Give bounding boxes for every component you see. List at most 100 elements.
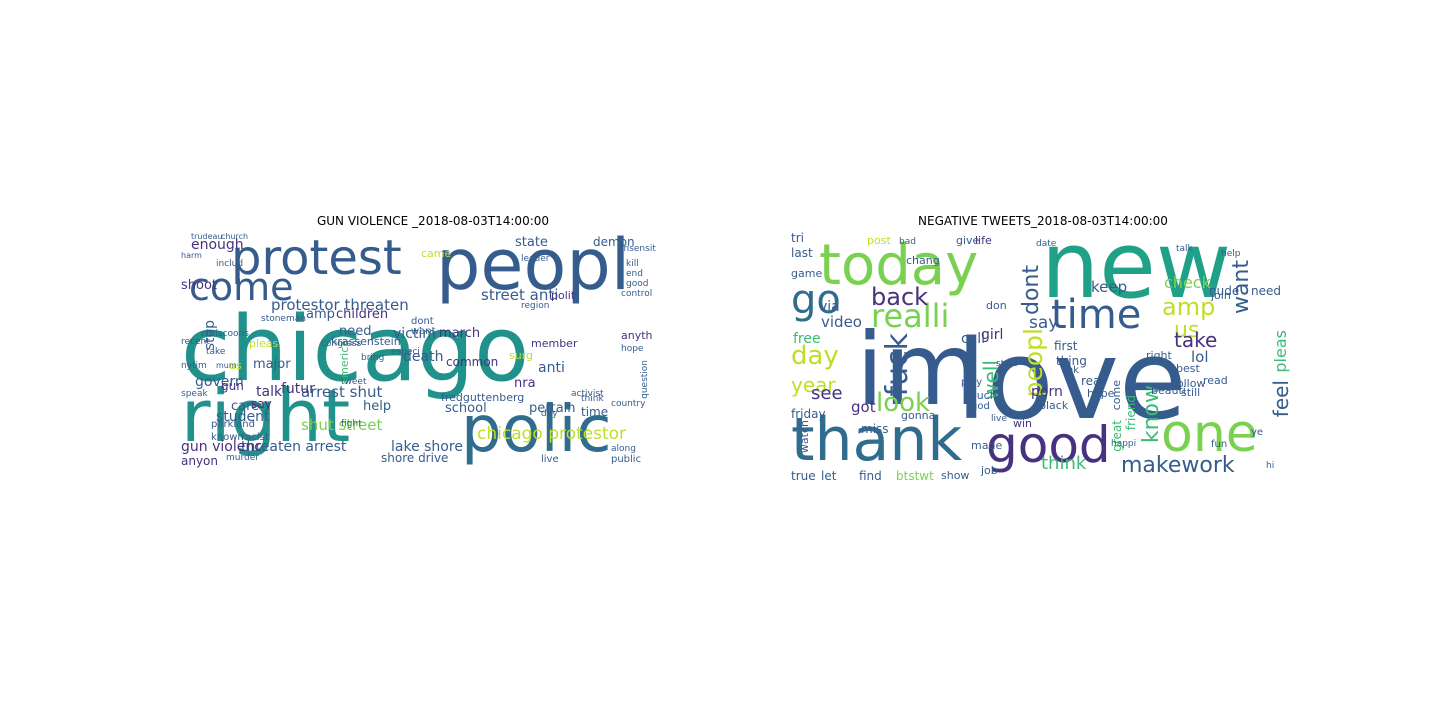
right-cloud-word: life (975, 234, 992, 247)
left-cloud-word: pleas (249, 337, 279, 350)
right-cloud-word: post (867, 234, 891, 247)
left-cloud-word: right (181, 374, 351, 458)
left-cloud-word: school (445, 401, 487, 416)
right-cloud-word: free (793, 331, 821, 347)
left-cloud-word: help (363, 399, 392, 414)
right-cloud-word: best (1176, 362, 1200, 375)
right-cloud-word: still (1181, 386, 1201, 399)
left-cloud-word: shut street (301, 416, 383, 434)
right-cloud-word: look (876, 388, 931, 418)
right-cloud-word: job (981, 464, 998, 477)
right-cloud-word: time (1051, 292, 1142, 338)
right-cloud-word: love (956, 316, 1187, 444)
left-cloud-word: enough (191, 237, 244, 253)
left-cloud-word: demon (593, 235, 635, 249)
left-cloud-word: question (640, 360, 650, 399)
left-cloud-word: dont (411, 316, 434, 327)
right-cloud-word: btstwt (896, 469, 934, 483)
right-cloud-word: ok (1067, 365, 1079, 376)
left-cloud-word: includ (216, 259, 244, 269)
left-panel-title: GUN VIOLENCE _2018-08-03T14:00:00 (316, 214, 550, 228)
left-cloud-word: good (626, 279, 649, 289)
right-cloud-word: watch (798, 420, 811, 454)
left-cloud-word: fredguttenberg (441, 391, 525, 404)
right-cloud-word: hi (1266, 461, 1275, 471)
right-cloud-word: thank (791, 405, 963, 475)
left-cloud-word: member (531, 337, 578, 350)
left-cloud-word: kill (626, 259, 639, 269)
left-cloud-word: lake shore (391, 439, 463, 455)
left-cloud-word: futur (281, 381, 315, 397)
right-cloud-word: one (1161, 404, 1258, 464)
right-cloud-word: let (821, 469, 837, 483)
left-cloud-word: victim (393, 326, 436, 342)
right-cloud-word: see (811, 383, 843, 404)
left-cloud-word: along (611, 444, 636, 454)
right-cloud-word: dont (1019, 265, 1044, 315)
left-cloud-word: think (581, 394, 604, 404)
left-cloud-word: student (216, 409, 270, 425)
left-cloud-word: region (521, 301, 550, 311)
left-cloud-word: harm (181, 251, 202, 260)
right-cloud-word: good (986, 416, 1111, 474)
left-cloud-word: us (229, 359, 242, 372)
left-cloud-word: polit (551, 289, 576, 302)
left-cloud-word: surg (509, 349, 534, 362)
right-cloud-word: give (956, 234, 980, 247)
left-cloud-word: polic (461, 393, 612, 467)
right-cloud-word: date (1036, 239, 1057, 249)
left-cloud-word: talk (256, 384, 283, 400)
right-cloud-word: god (971, 401, 990, 412)
left-cloud-word: public (611, 454, 642, 465)
left-cloud-word: parkland (211, 419, 255, 430)
left-cloud-word: protestor threaten (271, 296, 409, 314)
right-cloud-word: feel (1269, 380, 1293, 418)
right-cloud-word: lol (1191, 348, 1209, 366)
left-cloud-word: nytim (181, 361, 207, 371)
left-cloud-word: care (231, 399, 260, 414)
right-cloud-word: bad (899, 237, 916, 247)
left-cloud-word: want (411, 326, 436, 337)
right-cloud-word: first (1054, 339, 1078, 353)
left-cloud-word: pertain (529, 401, 576, 416)
right-cloud-word: via (819, 299, 840, 315)
right-cloud-word: say (1029, 313, 1059, 333)
right-cloud-word: follow (1173, 377, 1206, 390)
left-cloud-word: gun (221, 379, 244, 393)
right-cloud-word: right (1146, 349, 1172, 362)
left-cloud-word: end (626, 269, 643, 279)
right-cloud-word: talk (1176, 244, 1193, 254)
right-cloud-word: keep (1091, 278, 1128, 296)
left-cloud-word: control (621, 289, 653, 299)
right-cloud-word: porn (1031, 384, 1063, 400)
right-cloud-word: happi (1111, 439, 1137, 449)
left-cloud-word: country (611, 399, 646, 409)
left-cloud-word: common (446, 355, 499, 369)
right-cloud-word: go (791, 277, 841, 323)
right-cloud-word: much (966, 389, 997, 402)
left-cloud-word: congress (321, 339, 362, 349)
left-cloud-word: tweet (341, 377, 367, 387)
left-cloud-word: came (421, 247, 452, 260)
right-cloud-word: ye (1251, 427, 1264, 438)
left-cloud-word: church (221, 232, 249, 241)
right-cloud-word: think (1041, 453, 1087, 474)
left-cloud-word: stoneman (261, 314, 306, 324)
right-cloud-word: made (971, 439, 1003, 452)
left-cloud-word: chicago (181, 297, 530, 402)
right-cloud-word: need (1251, 284, 1281, 298)
right-cloud-word: chang (906, 254, 940, 267)
right-cloud-word: thing (1056, 354, 1087, 368)
left-word-cloud: chicago peopl protest right polic come protest… (181, 230, 685, 485)
right-panel-title: NEGATIVE TWEETS_2018-08-03T14:00:00 (918, 214, 1168, 228)
right-cloud-word: nude (1209, 284, 1240, 298)
left-cloud-word: children (336, 307, 389, 322)
right-cloud-word: take (1174, 328, 1218, 352)
right-cloud-word: come (1110, 380, 1123, 411)
left-cloud-word: govern (195, 374, 244, 390)
right-cloud-word: realli (871, 297, 950, 335)
left-cloud-word: trudeau (191, 232, 223, 241)
right-cloud-word: beauti (1151, 384, 1186, 397)
right-cloud-word: check (1164, 273, 1211, 292)
